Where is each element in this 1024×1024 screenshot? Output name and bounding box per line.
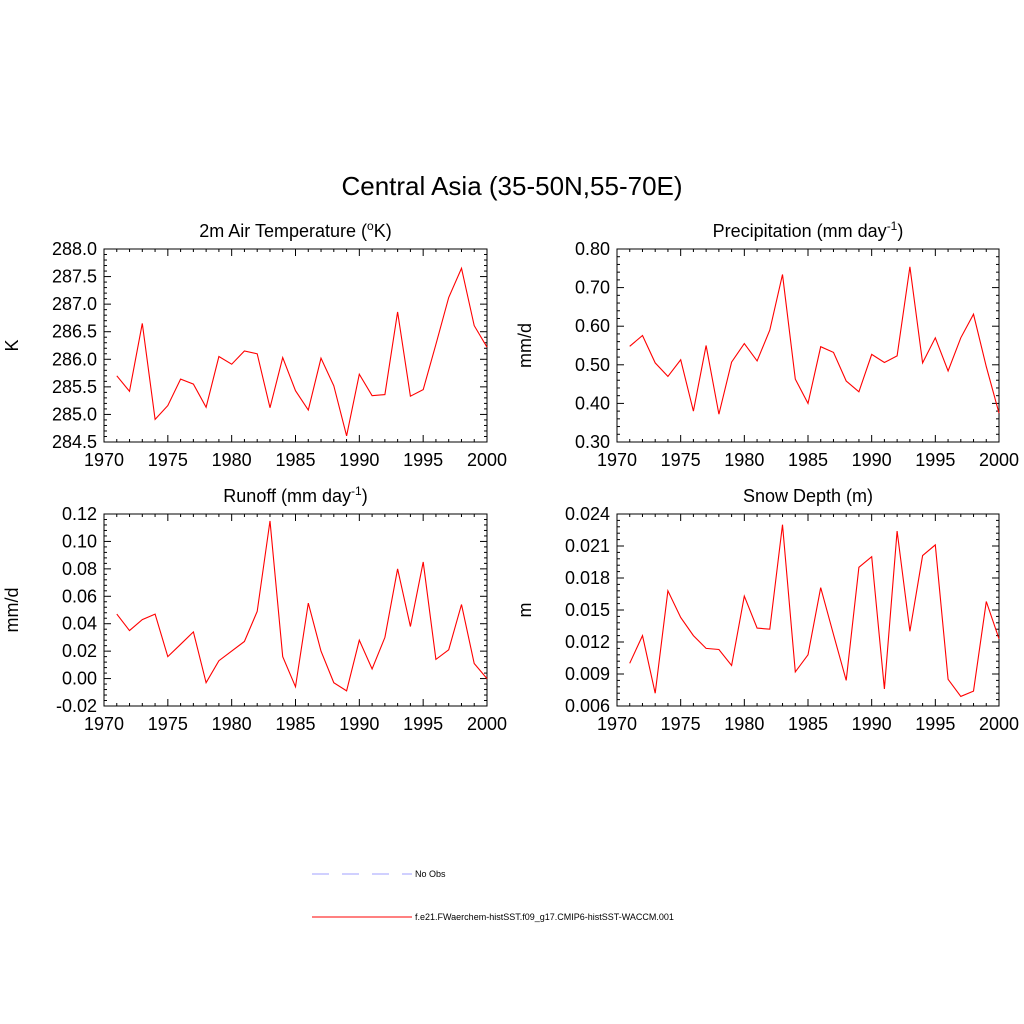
y-tick-label: 0.006 bbox=[565, 696, 610, 716]
y-tick-label: 287.0 bbox=[52, 294, 97, 314]
x-tick-label: 1980 bbox=[212, 714, 252, 734]
y-tick-label: 0.80 bbox=[575, 239, 610, 259]
x-tick-label: 1980 bbox=[212, 450, 252, 470]
x-tick-label: 1985 bbox=[788, 450, 828, 470]
y-tick-label: 0.009 bbox=[565, 664, 610, 684]
panel-4: 1970 1975 1980 1985 1990 1995 2000 0.006 0.009 0.… bbox=[515, 486, 1019, 734]
y-tick-label: -0.02 bbox=[56, 696, 97, 716]
y-tick-label: 0.08 bbox=[62, 559, 97, 579]
y-tick-label: 0.06 bbox=[62, 586, 97, 606]
x-tick-label: 1975 bbox=[661, 714, 701, 734]
legend-entry: No Obs bbox=[312, 869, 446, 879]
series-line bbox=[116, 266, 488, 437]
x-tick-label: 1990 bbox=[852, 714, 892, 734]
y-tick-label: 287.5 bbox=[52, 267, 97, 287]
figure-title: Central Asia (35-50N,55-70E) bbox=[341, 171, 682, 201]
panel-1: 1970 1975 1980 1985 1990 1995 2000 284.5 285.0 28… bbox=[2, 219, 507, 470]
x-tick-label: 1975 bbox=[148, 714, 188, 734]
x-tick-label: 2000 bbox=[467, 714, 507, 734]
panel-title: Snow Depth (m) bbox=[743, 486, 873, 506]
y-tick-label: 0.30 bbox=[575, 432, 610, 452]
y-tick-label: 0.70 bbox=[575, 278, 610, 298]
y-tick-label: 0.04 bbox=[62, 614, 97, 634]
y-tick-label: 0.10 bbox=[62, 531, 97, 551]
x-tick-label: 1995 bbox=[915, 450, 955, 470]
y-tick-label: 0.60 bbox=[575, 316, 610, 336]
y-tick-label: 0.02 bbox=[62, 641, 97, 661]
series-line bbox=[629, 524, 1000, 698]
series-line bbox=[116, 520, 488, 692]
x-tick-label: 1985 bbox=[788, 714, 828, 734]
y-tick-label: 285.0 bbox=[52, 404, 97, 424]
x-tick-label: 2000 bbox=[979, 450, 1019, 470]
x-tick-label: 1990 bbox=[339, 450, 379, 470]
x-tick-label: 1970 bbox=[597, 714, 637, 734]
x-tick-label: 2000 bbox=[467, 450, 507, 470]
y-tick-label: 285.5 bbox=[52, 377, 97, 397]
x-tick-label: 2000 bbox=[979, 714, 1019, 734]
y-tick-label: 0.012 bbox=[565, 632, 610, 652]
y-tick-label: 0.12 bbox=[62, 504, 97, 524]
y-tick-label: 286.5 bbox=[52, 322, 97, 342]
y-tick-label: 288.0 bbox=[52, 239, 97, 259]
x-tick-label: 1975 bbox=[661, 450, 701, 470]
x-tick-label: 1985 bbox=[275, 450, 315, 470]
x-tick-label: 1980 bbox=[724, 450, 764, 470]
y-axis-label: m bbox=[515, 603, 535, 618]
panel-title: Runoff (mm day-1) bbox=[223, 484, 367, 506]
legend: No Obs f.e21.FWaerchem-histSST.f09_g17.CM… bbox=[312, 869, 674, 922]
panel-2: 1970 1975 1980 1985 1990 1995 2000 0.30 0.40 0.50… bbox=[515, 219, 1019, 470]
x-tick-label: 1970 bbox=[597, 450, 637, 470]
x-tick-label: 1980 bbox=[724, 714, 764, 734]
x-tick-label: 1985 bbox=[275, 714, 315, 734]
legend-entry: f.e21.FWaerchem-histSST.f09_g17.CMIP6-hi… bbox=[312, 912, 674, 922]
x-tick-label: 1990 bbox=[339, 714, 379, 734]
x-tick-label: 1970 bbox=[84, 714, 124, 734]
x-tick-label: 1975 bbox=[148, 450, 188, 470]
x-tick-label: 1970 bbox=[84, 450, 124, 470]
series-line bbox=[629, 266, 1000, 415]
y-tick-label: 0.00 bbox=[62, 669, 97, 689]
y-axis-label: K bbox=[2, 339, 22, 351]
y-axis-label: mm/d bbox=[2, 588, 22, 633]
y-tick-label: 0.50 bbox=[575, 355, 610, 375]
x-tick-label: 1995 bbox=[915, 714, 955, 734]
legend-label: f.e21.FWaerchem-histSST.f09_g17.CMIP6-hi… bbox=[415, 912, 674, 922]
y-tick-label: 0.015 bbox=[565, 600, 610, 620]
panel-title: Precipitation (mm day-1) bbox=[713, 219, 904, 241]
y-tick-label: 0.021 bbox=[565, 536, 610, 556]
panel-3: 1970 1975 1980 1985 1990 1995 2000 -0.02 0.00 0.0… bbox=[2, 484, 507, 734]
panel-group: 1970 1975 1980 1985 1990 1995 2000 284.5 285.0 28… bbox=[2, 219, 1019, 734]
y-tick-label: 0.018 bbox=[565, 568, 610, 588]
legend-label: No Obs bbox=[415, 869, 446, 879]
y-tick-label: 0.40 bbox=[575, 393, 610, 413]
y-tick-label: 0.024 bbox=[565, 504, 610, 524]
x-tick-label: 1995 bbox=[403, 714, 443, 734]
x-tick-label: 1990 bbox=[852, 450, 892, 470]
y-axis-label: mm/d bbox=[515, 323, 535, 368]
panel-title: 2m Air Temperature (oK) bbox=[199, 219, 391, 241]
y-tick-label: 286.0 bbox=[52, 349, 97, 369]
y-tick-label: 284.5 bbox=[52, 432, 97, 452]
plot-frame bbox=[616, 248, 1000, 443]
x-tick-label: 1995 bbox=[403, 450, 443, 470]
